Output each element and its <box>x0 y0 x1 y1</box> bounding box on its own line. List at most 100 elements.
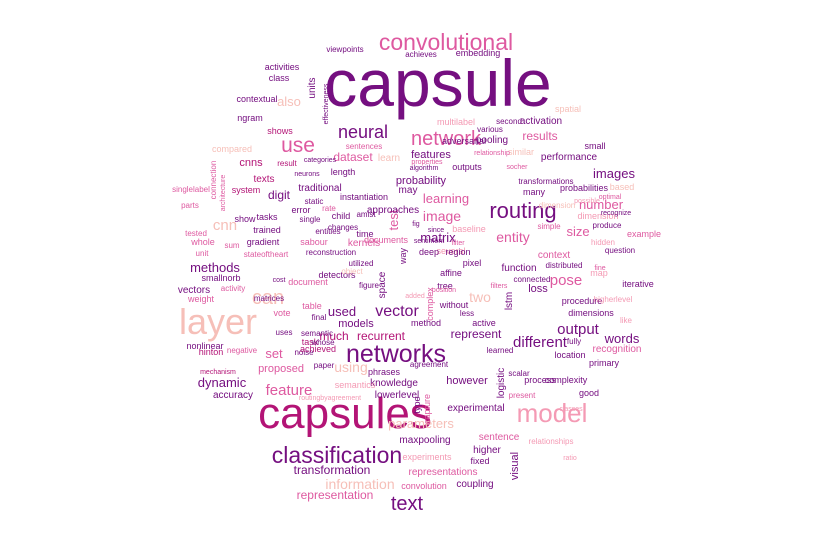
cloud-word: models <box>338 318 374 330</box>
cloud-word: second <box>496 117 522 126</box>
cloud-word: capture <box>422 394 432 424</box>
cloud-word: convolutional <box>379 29 513 55</box>
cloud-word: properties <box>411 159 443 166</box>
cloud-word: deep <box>419 247 439 257</box>
cloud-word: result <box>277 159 297 168</box>
cloud-word: represent <box>451 327 502 341</box>
cloud-word: vector <box>375 303 419 320</box>
cloud-word: ratio <box>563 455 577 462</box>
cloud-word: learning <box>423 191 469 206</box>
cloud-word: using <box>334 359 367 375</box>
cloud-word: capsules <box>258 389 432 438</box>
cloud-word: active <box>472 318 496 328</box>
cloud-word: approaches <box>367 205 419 216</box>
cloud-word: singlelabel <box>172 185 210 194</box>
cloud-word: routing <box>489 198 556 223</box>
cloud-word: achieves <box>405 50 437 59</box>
cloud-word: unit <box>196 249 210 258</box>
cloud-word: socher <box>506 164 528 171</box>
cloud-word: experiments <box>402 452 452 462</box>
cloud-word: smallnorb <box>201 273 240 283</box>
cloud-word: matrices <box>254 294 284 303</box>
cloud-word: cnn <box>213 217 237 234</box>
cloud-word: dynamic <box>198 375 247 390</box>
cloud-word: experimental <box>447 403 504 414</box>
cloud-word: baseline <box>452 224 486 234</box>
cloud-word: static <box>305 197 324 206</box>
cloud-word: agreement <box>410 360 449 369</box>
cloud-word: dimensions <box>568 308 614 318</box>
cloud-word: digit <box>268 188 291 202</box>
cloud-word: table <box>302 301 322 311</box>
cloud-word: different <box>513 334 568 351</box>
cloud-word: used <box>328 304 356 319</box>
cloud-word: vectors <box>178 285 210 296</box>
cloud-word: many <box>523 187 546 197</box>
cloud-word: paper <box>314 361 335 370</box>
cloud-word: noise <box>294 348 314 357</box>
cloud-word: fixed <box>470 456 489 466</box>
cloud-word: methods <box>190 260 240 275</box>
cloud-word: system <box>232 185 261 195</box>
cloud-word: sentiment <box>414 238 444 245</box>
cloud-word: dimension <box>539 201 575 210</box>
cloud-word: without <box>439 300 469 310</box>
cloud-word: logistic <box>496 368 507 399</box>
cloud-word: complexity <box>545 375 588 385</box>
cloud-word: based <box>610 182 635 192</box>
cloud-word: achieved <box>300 344 336 354</box>
cloud-word: embedding <box>456 48 501 58</box>
cloud-word: multilabel <box>437 117 475 127</box>
cloud-word: various <box>477 125 503 134</box>
cloud-word: fully <box>567 337 581 346</box>
cloud-word: images <box>593 166 635 181</box>
cloud-word: outputs <box>452 162 482 172</box>
cloud-word: transformations <box>518 177 573 186</box>
cloud-word: documents <box>364 235 409 245</box>
cloud-word: kernels <box>348 238 380 249</box>
cloud-word: hidden <box>591 238 615 247</box>
cloud-word: less <box>460 309 474 318</box>
cloud-word: shows <box>267 126 293 136</box>
cloud-word: parts <box>181 201 199 210</box>
cloud-word: fig <box>412 221 420 228</box>
cloud-word: two <box>469 289 491 305</box>
cloud-word: lowerlevel <box>375 390 419 401</box>
cloud-word: semantics <box>335 380 376 390</box>
cloud-word: similar <box>508 147 534 157</box>
cloud-word: method <box>411 318 441 328</box>
cloud-word: filter <box>451 240 465 247</box>
cloud-word: activation <box>520 116 562 127</box>
cloud-word: algorithm <box>410 165 439 172</box>
cloud-word: dimension <box>577 211 618 221</box>
cloud-word: question <box>605 246 635 255</box>
cloud-word: size <box>566 224 589 239</box>
cloud-word: fine <box>594 265 605 272</box>
cloud-word: test <box>386 209 401 230</box>
cloud-word: units <box>307 77 318 98</box>
cloud-word: context <box>538 250 570 261</box>
cloud-word: produce <box>593 221 622 230</box>
cloud-word: use <box>281 134 315 157</box>
cloud-word: also <box>277 94 301 109</box>
cloud-word: ngram <box>237 113 263 123</box>
cloud-word: phrases <box>368 367 401 377</box>
cloud-word: affine <box>440 268 462 278</box>
cloud-word: convolution <box>401 481 447 491</box>
cloud-word: layer <box>179 301 257 342</box>
cloud-word: capsule <box>324 46 552 120</box>
cloud-word: error <box>291 205 310 215</box>
cloud-word: present <box>509 391 536 400</box>
cloud-word: changes <box>328 223 358 232</box>
cloud-word: sentences <box>346 142 382 151</box>
cloud-word: document <box>288 277 328 287</box>
cloud-word: connected <box>514 275 551 284</box>
cloud-word: activities <box>265 62 300 72</box>
cloud-word: feature <box>266 382 313 399</box>
cloud-word: performance <box>541 152 598 163</box>
cloud-word: entities <box>315 227 340 236</box>
cloud-word: classification <box>272 442 402 468</box>
cloud-word: figure <box>359 281 380 290</box>
cloud-word: image <box>423 208 461 224</box>
cloud-word: process <box>524 375 556 385</box>
